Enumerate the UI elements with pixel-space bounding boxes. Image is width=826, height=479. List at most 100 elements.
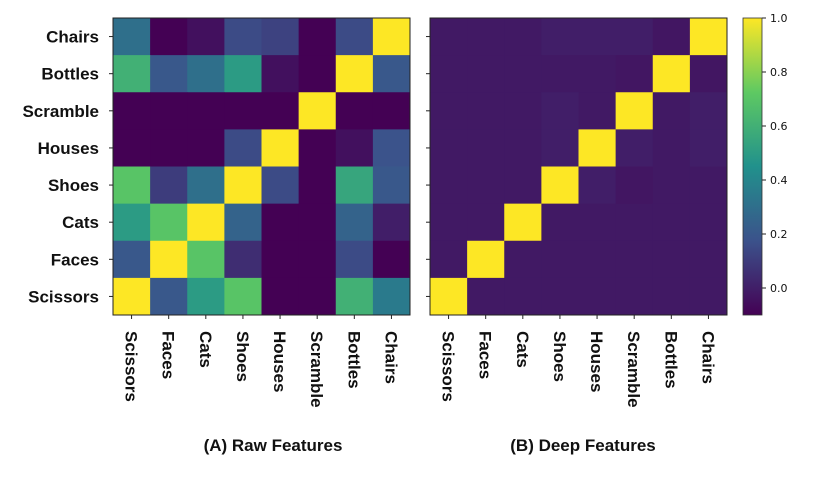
raw-col-label-houses: Houses: [270, 331, 289, 392]
row-label-bottles: Bottles: [41, 65, 99, 84]
raw-cell-scramble-shoes: [224, 92, 262, 130]
deep-cell-scissors-scramble: [615, 277, 654, 316]
raw-col-label-chairs: Chairs: [381, 331, 400, 384]
raw-cell-houses-houses: [261, 129, 300, 167]
deep-cell-scramble-scramble: [615, 92, 654, 130]
deep-cell-bottles-bottles: [652, 55, 691, 93]
deep-cell-bottles-faces: [467, 55, 505, 93]
deep-cell-houses-scissors: [430, 129, 468, 167]
raw-cell-scramble-faces: [150, 92, 188, 130]
row-label-shoes: Shoes: [48, 176, 99, 195]
raw-cell-scramble-scissors: [113, 92, 151, 130]
deep-col-label-chairs: Chairs: [698, 331, 717, 384]
deep-col-label-bottles: Bottles: [661, 331, 680, 389]
raw-col-label-cats: Cats: [196, 331, 215, 368]
deep-cell-faces-houses: [578, 240, 617, 279]
raw-cell-cats-shoes: [224, 203, 262, 242]
raw-cell-shoes-cats: [187, 166, 225, 205]
deep-cell-scissors-faces: [467, 277, 505, 316]
deep-cell-bottles-scissors: [430, 55, 468, 93]
raw-cell-faces-shoes: [224, 240, 262, 279]
raw-cell-scissors-cats: [187, 277, 225, 316]
raw-cell-scissors-chairs: [372, 277, 411, 316]
deep-cell-chairs-faces: [467, 18, 505, 56]
colorbar-tick-label: 1.0: [770, 12, 788, 25]
deep-cell-bottles-houses: [578, 55, 617, 93]
colorbar-tick-label: 0.6: [770, 120, 788, 133]
deep-col-label-shoes: Shoes: [550, 331, 569, 382]
colorbar-gradient: [742, 17, 763, 316]
row-label-chairs: Chairs: [46, 28, 99, 47]
raw-cell-faces-houses: [261, 240, 300, 279]
raw-cell-bottles-scissors: [113, 55, 151, 93]
deep-cell-cats-bottles: [652, 203, 691, 242]
colorbar: 1.0 0.8 0.6 0.4 0.2 0.0: [742, 12, 788, 316]
deep-cell-houses-shoes: [541, 129, 579, 167]
deep-cell-houses-cats: [504, 129, 542, 167]
raw-cell-houses-cats: [187, 129, 225, 167]
deep-cell-shoes-shoes: [541, 166, 579, 205]
deep-cell-shoes-scissors: [430, 166, 468, 205]
deep-cell-faces-scramble: [615, 240, 654, 279]
deep-cell-cats-scissors: [430, 203, 468, 242]
deep-cell-scissors-cats: [504, 277, 542, 316]
raw-cell-chairs-cats: [187, 18, 225, 56]
raw-cell-cats-scissors: [113, 203, 151, 242]
deep-col-label-faces: Faces: [476, 331, 495, 379]
raw-cell-houses-scramble: [298, 129, 337, 167]
colorbar-tick-label: 0.2: [770, 228, 788, 241]
deep-cell-faces-bottles: [652, 240, 691, 279]
deep-col-label-scramble: Scramble: [624, 331, 643, 408]
deep-cell-shoes-faces: [467, 166, 505, 205]
raw-cell-shoes-shoes: [224, 166, 262, 205]
deep-cell-houses-chairs: [689, 129, 728, 167]
deep-col-label-scissors: Scissors: [439, 331, 458, 402]
raw-cell-shoes-faces: [150, 166, 188, 205]
deep-cell-scissors-scissors: [430, 277, 468, 316]
raw-cell-bottles-cats: [187, 55, 225, 93]
raw-cell-bottles-bottles: [335, 55, 374, 93]
raw-cell-shoes-bottles: [335, 166, 374, 205]
raw-cell-chairs-scissors: [113, 18, 151, 56]
deep-cell-shoes-bottles: [652, 166, 691, 205]
deep-col-label-cats: Cats: [513, 331, 532, 368]
deep-cell-faces-cats: [504, 240, 542, 279]
raw-cell-bottles-scramble: [298, 55, 337, 93]
deep-cell-chairs-scramble: [615, 18, 654, 56]
raw-cell-scissors-houses: [261, 277, 300, 316]
raw-cell-faces-bottles: [335, 240, 374, 279]
deep-cell-cats-shoes: [541, 203, 579, 242]
deep-cell-shoes-scramble: [615, 166, 654, 205]
raw-col-label-faces: Faces: [159, 331, 178, 379]
raw-cell-houses-shoes: [224, 129, 262, 167]
deep-cell-bottles-cats: [504, 55, 542, 93]
deep-cell-faces-faces: [467, 240, 505, 279]
row-label-scissors: Scissors: [28, 287, 99, 306]
panel-deep-features: Scissors Faces Cats Shoes Houses Scramble Bott…: [426, 17, 728, 408]
raw-cell-scissors-shoes: [224, 277, 262, 316]
deep-col-label-houses: Houses: [587, 331, 606, 392]
title-deep-features: (B) Deep Features: [510, 436, 655, 455]
raw-cell-bottles-faces: [150, 55, 188, 93]
deep-cell-chairs-scissors: [430, 18, 468, 56]
deep-cell-chairs-bottles: [652, 18, 691, 56]
raw-col-label-scissors: Scissors: [122, 331, 141, 402]
deep-cell-shoes-cats: [504, 166, 542, 205]
raw-cell-shoes-scramble: [298, 166, 337, 205]
deep-cell-scissors-houses: [578, 277, 617, 316]
deep-cell-bottles-shoes: [541, 55, 579, 93]
raw-col-label-scramble: Scramble: [307, 331, 326, 408]
raw-cell-houses-bottles: [335, 129, 374, 167]
raw-col-label-shoes: Shoes: [233, 331, 252, 382]
row-label-scramble: Scramble: [22, 102, 99, 121]
raw-cell-bottles-houses: [261, 55, 300, 93]
raw-cell-scissors-bottles: [335, 277, 374, 316]
deep-cell-houses-faces: [467, 129, 505, 167]
deep-cell-faces-shoes: [541, 240, 579, 279]
deep-cell-scramble-bottles: [652, 92, 691, 130]
row-label-cats: Cats: [62, 213, 99, 232]
raw-cell-faces-scissors: [113, 240, 151, 279]
panel-raw-features: Chairs Bottles Scramble Houses Shoes Cats Face…: [22, 17, 411, 408]
deep-cell-bottles-scramble: [615, 55, 654, 93]
